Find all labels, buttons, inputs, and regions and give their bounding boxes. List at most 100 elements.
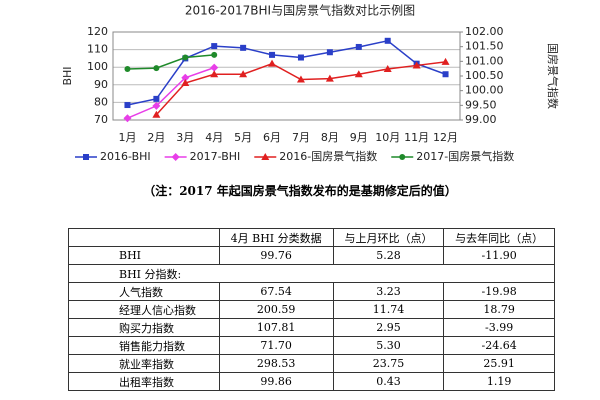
table-cell: 4月 BHI 分类数据 [218, 228, 334, 247]
table-cell: 出租率指数 [68, 372, 220, 391]
table-row: 销售能力指数 71.70 5.30 -24.64 [68, 336, 555, 355]
marker [152, 110, 161, 118]
marker [83, 154, 89, 160]
legend-label: 2017-BHI [190, 150, 241, 163]
x-tick-label: 7月 [292, 131, 310, 144]
x-tick-label: 12月 [433, 131, 458, 144]
marker [181, 79, 190, 87]
table-cell: 99.76 [218, 246, 334, 265]
y2-tick-label: 100.50 [465, 69, 504, 82]
y2-tick-label: 99.00 [465, 113, 497, 126]
marker [384, 37, 391, 44]
table-cell: 与上月环比（点） [332, 228, 445, 247]
x-tick-label: 10月 [375, 131, 400, 144]
x-tick-label: 8月 [321, 131, 339, 144]
table-cell: 298.53 [218, 354, 334, 373]
y-tick-label: 110 [87, 43, 108, 56]
table-row: 购买力指数 107.81 2.95 -3.99 [68, 318, 555, 337]
table-cell: 人气指数 [68, 282, 220, 301]
table-row: 4月 BHI 分类数据 与上月环比（点） 与去年同比（点） [68, 228, 555, 247]
table-cell: -24.64 [443, 336, 555, 355]
table-cell: 3.23 [332, 282, 445, 301]
table-cell: 就业率指数 [68, 354, 220, 373]
marker [124, 102, 131, 109]
legend-label: 2017-国房景气指数 [416, 149, 514, 163]
marker [383, 64, 392, 72]
y2-tick-label: 102.00 [465, 25, 504, 38]
y2-tick-label: 99.50 [465, 98, 497, 111]
table-row: BHI 分指数: [68, 264, 555, 283]
table-cell: BHI [68, 246, 220, 265]
table-cell: 销售能力指数 [68, 336, 220, 355]
marker [211, 43, 218, 50]
x-tick-label: 1月 [118, 131, 136, 144]
data-table: 4月 BHI 分类数据 与上月环比（点） 与去年同比（点） BHI 99.76 5.28-… [68, 228, 555, 391]
y2-tick-label: 101.50 [465, 40, 504, 53]
y-tick-label: 80 [94, 95, 108, 108]
legend-entry: 2016-BHI [75, 150, 151, 163]
marker [261, 153, 270, 160]
table-cell: 11.74 [332, 300, 445, 319]
marker [399, 154, 406, 160]
y2-axis-label: 国房景气指数 [546, 43, 560, 109]
series-line [155, 61, 446, 116]
marker [153, 95, 160, 102]
table-row: 人气指数 67.54 3.23 -19.98 [68, 282, 555, 301]
marker [123, 114, 132, 123]
y-tick-label: 90 [94, 78, 108, 91]
table-cell: -19.98 [443, 282, 555, 301]
marker [268, 59, 277, 67]
legend-label: 2016-国房景气指数 [279, 149, 377, 163]
table-cell: 107.81 [218, 318, 334, 337]
table-cell: 99.86 [218, 372, 334, 391]
table-cell: 与去年同比（点） [443, 228, 555, 247]
marker [355, 43, 362, 50]
table-cell: 0.43 [332, 372, 445, 391]
series-line [127, 54, 215, 70]
table-cell: 200.59 [218, 300, 334, 319]
marker [211, 51, 218, 58]
legend-entry: 2017-BHI [164, 150, 241, 163]
marker [240, 44, 247, 51]
y2-tick-label: 100.00 [465, 84, 504, 97]
legend-entry: 2016-国房景气指数 [254, 149, 377, 163]
table-row: 就业率指数 298.53 23.75 25.91 [68, 354, 555, 373]
marker [182, 54, 189, 61]
x-tick-label: 9月 [350, 131, 368, 144]
marker [152, 101, 161, 110]
table-cell: 经理人信心指数 [68, 300, 220, 319]
y-tick-label: 120 [87, 25, 108, 38]
marker [412, 61, 421, 69]
marker [296, 75, 305, 83]
marker [239, 70, 248, 78]
marker [171, 153, 180, 161]
table-cell: 23.75 [332, 354, 445, 373]
marker [210, 70, 219, 78]
x-tick-label: 4月 [205, 131, 223, 144]
y2-tick-label: 101.00 [465, 54, 504, 67]
table-cell: -11.90 [443, 246, 555, 265]
table-cell: 67.54 [218, 282, 334, 301]
table-cell: -3.99 [443, 318, 555, 337]
chart: 2016-2017BHI与国房景气指数对比示例图 BHI 国房景气指数 70 80… [61, 3, 560, 164]
x-tick-label: 5月 [234, 131, 252, 144]
table-row: BHI 99.76 5.28 -11.90 [68, 246, 555, 265]
series-line [127, 39, 446, 106]
table-cell: 2.95 [332, 318, 445, 337]
marker [153, 65, 160, 72]
marker [326, 49, 333, 56]
table-cell: 5.30 [332, 336, 445, 355]
marker [354, 70, 363, 78]
table-row: 出租率指数 99.86 0.43 1.19 [68, 372, 555, 391]
series-line [127, 66, 215, 119]
x-tick-label: 3月 [176, 131, 194, 144]
table-cell [68, 228, 220, 247]
marker [181, 73, 190, 82]
x-tick-label: 6月 [263, 131, 281, 144]
y-axis-label: BHI [61, 66, 74, 85]
marker [124, 65, 131, 72]
marker [325, 74, 334, 82]
table-cell: BHI 分指数: [68, 264, 555, 283]
table-row: 经理人信心指数 200.59 11.74 18.79 [68, 300, 555, 319]
plot-border [112, 31, 461, 121]
